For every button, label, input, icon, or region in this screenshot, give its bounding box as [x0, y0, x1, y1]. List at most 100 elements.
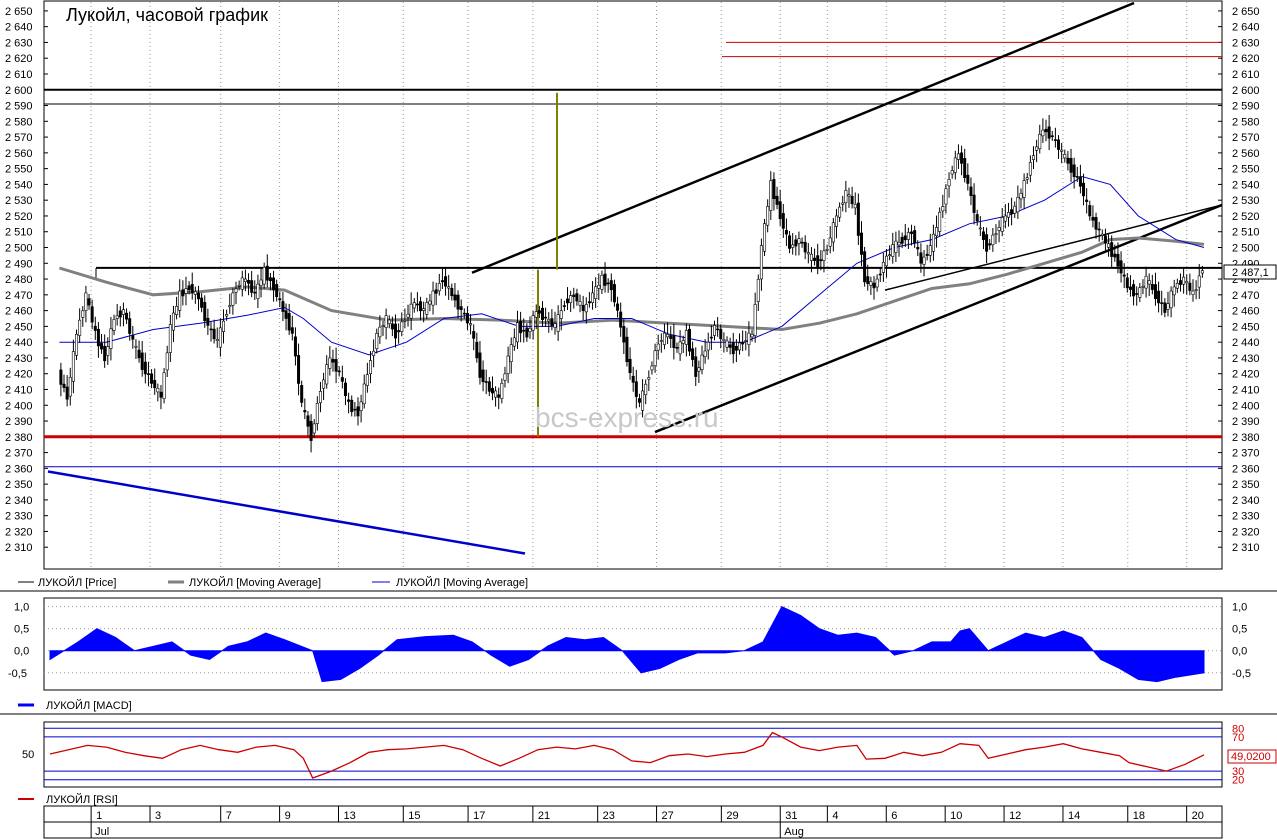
candle-body: [293, 336, 297, 357]
candle-body: [297, 355, 301, 384]
candle-body: [106, 346, 110, 356]
candle-body: [425, 302, 429, 315]
price-tick-label: 2 440: [1232, 337, 1260, 349]
candle-body: [1135, 293, 1139, 295]
candle-body: [440, 280, 444, 283]
candle-body: [1072, 164, 1076, 178]
rsi-panel-frame: [43, 721, 1223, 788]
candle-body: [1047, 126, 1051, 139]
candle-body: [772, 179, 776, 200]
candle-body: [115, 315, 119, 319]
day-label: 21: [538, 810, 550, 822]
candle-body: [309, 420, 313, 441]
candle-body: [997, 227, 1001, 231]
candle-body: [728, 344, 732, 348]
candle-body: [378, 326, 382, 338]
candle-body: [963, 158, 967, 178]
candle-body: [981, 231, 985, 240]
candle-body: [559, 310, 563, 319]
candle-body: [265, 265, 269, 281]
candle-body: [178, 290, 182, 311]
candle-body: [569, 295, 573, 303]
candle-body: [1063, 154, 1067, 159]
candle-body: [112, 319, 116, 331]
price-tick-label: 2 640: [5, 22, 33, 34]
day-label: 10: [950, 810, 962, 822]
candle-body: [190, 284, 194, 293]
candle-body: [412, 302, 416, 309]
candle-body: [1169, 290, 1173, 309]
price-tick-label: 2 380: [5, 432, 33, 444]
channel-lower: [654, 203, 1223, 434]
candle-body: [985, 234, 989, 252]
candle-body: [759, 245, 763, 280]
price-tick-label: 2 410: [1232, 384, 1260, 396]
candle-body: [1110, 242, 1114, 257]
candle-body: [1182, 276, 1186, 285]
day-label: 15: [408, 810, 420, 822]
candle-body: [275, 284, 279, 298]
price-tick-label: 2 450: [1232, 321, 1260, 333]
candle-body: [109, 328, 113, 349]
candle-body: [731, 342, 735, 355]
candle-body: [1163, 302, 1167, 313]
candle-body: [856, 202, 860, 236]
day-label: 14: [1068, 810, 1080, 822]
price-tick-label: 2 520: [5, 211, 33, 223]
candle-body: [966, 174, 970, 184]
candle-body: [641, 390, 645, 411]
candle-body: [897, 241, 901, 246]
macd-histogram: [49, 605, 1205, 683]
candle-body: [384, 315, 388, 328]
candle-body: [650, 365, 654, 371]
candle-body: [1153, 284, 1157, 299]
candle-body: [591, 292, 595, 303]
candle-body: [225, 314, 229, 317]
candle-body: [209, 328, 213, 331]
candle-body: [1038, 133, 1042, 150]
candle-body: [847, 194, 851, 197]
price-tick-label: 2 400: [5, 400, 33, 412]
candle-body: [1050, 135, 1054, 138]
rsi-level-label: 30: [1232, 766, 1244, 778]
candle-body: [500, 382, 504, 399]
candle-body: [697, 367, 701, 372]
candle-body: [1035, 146, 1039, 151]
candle-body: [875, 278, 879, 288]
macd-panel-frame: [43, 597, 1223, 691]
candle-body: [750, 333, 754, 338]
candle-body: [65, 386, 69, 400]
candle-body: [353, 408, 357, 411]
candle-body: [578, 301, 582, 306]
price-tick-label: 2 590: [1232, 101, 1260, 113]
candle-body: [634, 381, 638, 397]
candle-body: [713, 325, 717, 336]
price-panel-frame: [43, 0, 1223, 570]
candle-body: [162, 372, 166, 399]
price-tick-label: 2 580: [1232, 116, 1260, 128]
candle-body: [753, 304, 757, 336]
watermark: bcs-express.ru: [535, 402, 719, 433]
candle-body: [481, 369, 485, 383]
candle-body: [866, 276, 870, 284]
candle-body: [340, 377, 344, 382]
candle-body: [478, 352, 482, 378]
candle-body: [1113, 253, 1117, 258]
candle-body: [1160, 302, 1164, 304]
day-label: 9: [285, 810, 291, 822]
candle-body: [609, 280, 613, 291]
candle-body: [356, 406, 360, 417]
candle-body: [703, 350, 707, 357]
candle-body: [925, 253, 929, 256]
candle-body: [362, 383, 366, 405]
candle-body: [1013, 205, 1017, 214]
candle-body: [822, 250, 826, 261]
candle-body: [387, 319, 391, 324]
candle-body: [935, 227, 939, 237]
day-label: 7: [226, 810, 232, 822]
candle-body: [1025, 177, 1029, 180]
price-tick-label: 2 520: [1232, 211, 1260, 223]
candle-body: [428, 300, 432, 305]
candle-body: [931, 233, 935, 252]
candle-body: [394, 323, 398, 339]
